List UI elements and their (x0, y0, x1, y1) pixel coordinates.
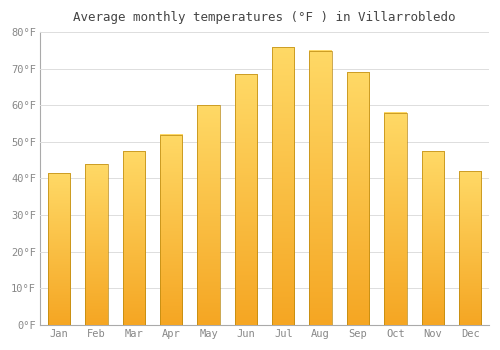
Bar (347, 72, 370, 325)
Bar (272, 47, 294, 325)
Bar (234, 74, 257, 325)
Bar (422, 151, 444, 325)
Bar (310, 50, 332, 325)
Bar (198, 105, 220, 325)
Bar (48, 173, 70, 325)
Bar (459, 171, 481, 325)
Bar (85, 164, 108, 325)
Bar (160, 135, 182, 325)
Bar (384, 113, 406, 325)
Bar (122, 151, 145, 325)
Title: Average monthly temperatures (°F ) in Villarrobledo: Average monthly temperatures (°F ) in Vi… (74, 11, 456, 24)
